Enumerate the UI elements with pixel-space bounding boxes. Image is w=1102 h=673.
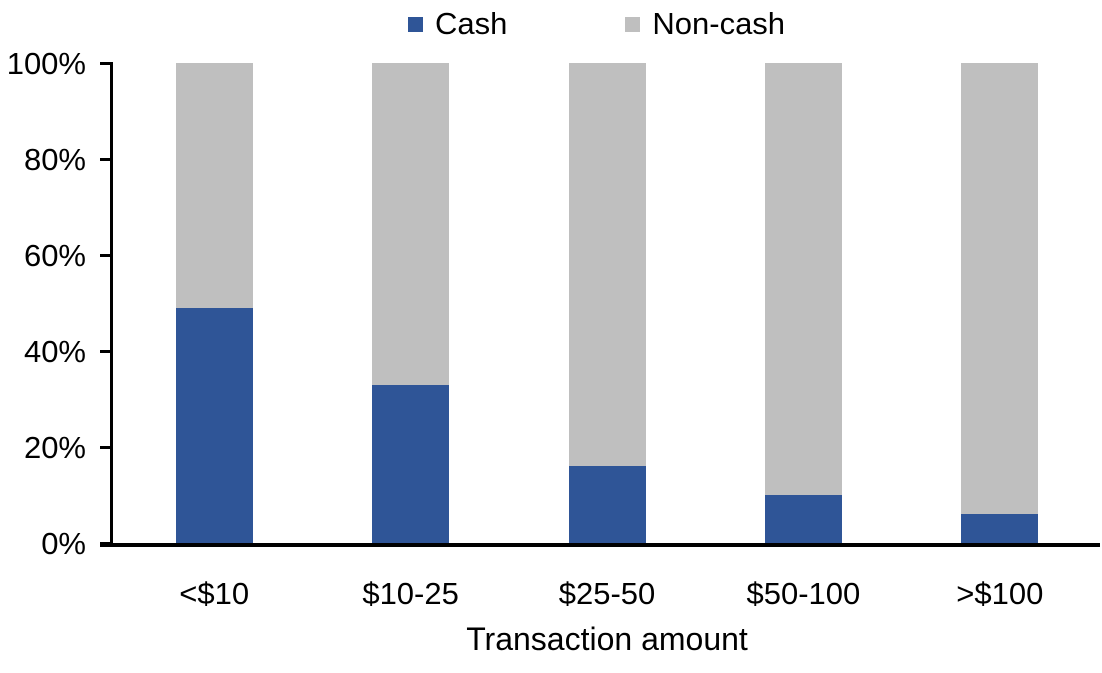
y-tick-mark	[100, 446, 113, 449]
x-tick-label: $50-100	[746, 576, 861, 611]
bar-group	[175, 63, 253, 543]
y-tick-label: 0%	[41, 526, 86, 561]
y-tick-label: 80%	[23, 142, 86, 177]
x-tick-label: $25-50	[558, 576, 656, 611]
bar-segment-cash	[372, 384, 450, 543]
legend-label-cash: Cash	[435, 6, 508, 41]
bar-segment-cash	[764, 495, 842, 543]
y-tick-label: 40%	[23, 334, 86, 369]
bar-segment-non-cash	[568, 63, 646, 467]
bar-segment-cash	[175, 307, 253, 543]
bar-segment-cash	[961, 514, 1039, 543]
y-tick-label: 60%	[23, 238, 86, 273]
bar-segment-non-cash	[961, 63, 1039, 515]
x-tick-label: >$100	[956, 576, 1044, 611]
x-axis-line	[100, 543, 1100, 547]
y-tick-mark	[100, 62, 113, 65]
y-tick-label: 20%	[23, 430, 86, 465]
x-tick-label: <$10	[179, 576, 250, 611]
x-tick-label: $10-25	[362, 576, 459, 611]
y-tick-mark	[100, 254, 113, 257]
y-tick-mark	[100, 158, 113, 161]
bar-segment-non-cash	[372, 63, 450, 385]
y-axis-line	[110, 62, 113, 546]
bar-group	[568, 63, 646, 543]
legend: Cash Non-cash	[408, 6, 785, 42]
bar-group	[372, 63, 450, 543]
bar-segment-cash	[568, 466, 646, 543]
bar-segment-non-cash	[764, 63, 842, 495]
bar-group	[961, 63, 1039, 543]
legend-item-cash: Cash	[408, 6, 507, 42]
y-tick-mark	[100, 542, 113, 545]
x-axis-title: Transaction amount	[466, 621, 748, 657]
y-tick-label: 100%	[6, 46, 86, 81]
legend-label-non-cash: Non-cash	[652, 6, 786, 41]
legend-item-non-cash: Non-cash	[625, 6, 785, 42]
bar-segment-non-cash	[175, 63, 253, 308]
bar-group	[764, 63, 842, 543]
legend-swatch-non-cash	[625, 16, 641, 32]
y-tick-mark	[100, 350, 113, 353]
legend-swatch-cash	[408, 16, 423, 32]
